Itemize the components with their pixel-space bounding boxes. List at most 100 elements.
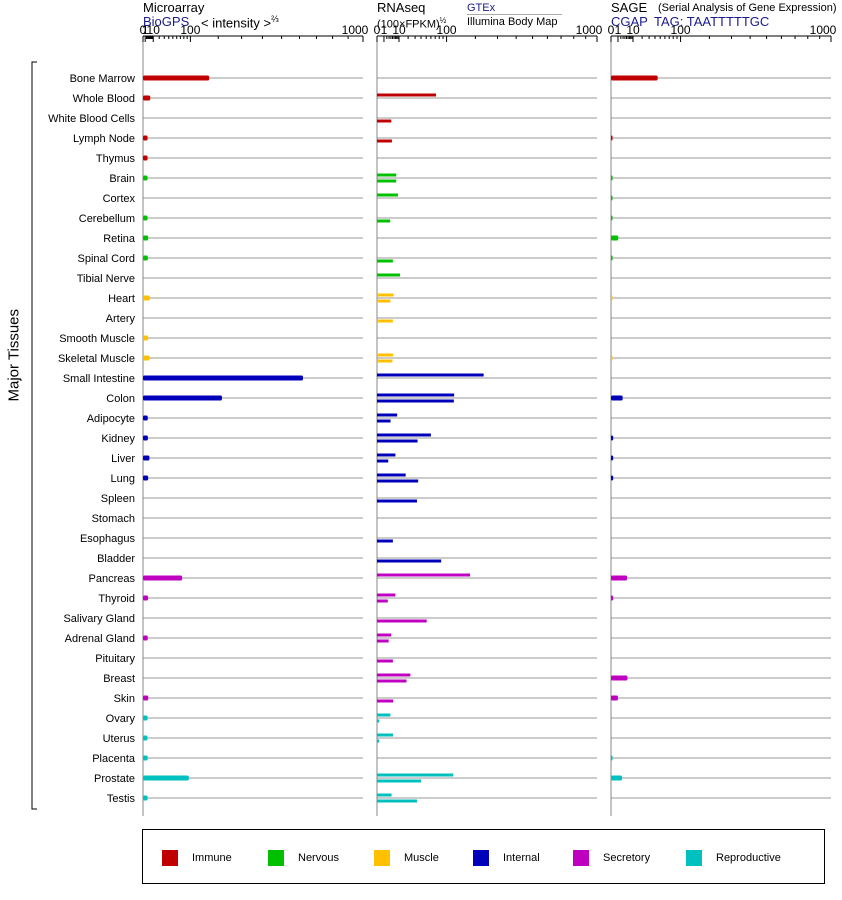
sage-bar-colon [611,395,623,401]
rnaseq-illumina-bar-adrenal-gland [377,639,389,643]
category-label-bladder: Bladder [97,553,135,565]
category-label-brain: Brain [109,173,135,185]
microarray-bar-testis [143,795,148,801]
category-label-artery: Artery [106,313,136,325]
category-label-adrenal-gland: Adrenal Gland [65,633,135,645]
category-label-tibial-nerve: Tibial Nerve [77,273,135,285]
microarray-bar-whole-blood [143,95,151,101]
microarray-bar-ovary [143,715,148,721]
rnaseq-gtex-bar-cortex [377,193,398,197]
microarray-metric-text: < intensity > [201,15,272,31]
rnaseq-gtex-bar-heart [377,293,394,297]
rnaseq-gtex-bar-brain [377,173,397,177]
rnaseq-illumina-bar-testis [377,799,417,803]
sage-tick-label-100: 100 [671,23,691,37]
microarray-bar-smooth-muscle [143,335,149,341]
rnaseq-metric-text: (100×FPKM) [377,18,440,31]
rnaseq-illumina-bar-pituitary [377,659,393,663]
microarray-bar-liver [143,455,150,461]
legend-item-secretory: Secretory [573,849,650,866]
rnaseq-gtex-bar-testis [377,793,392,797]
rnaseq-gtex-bar-small-intestine [377,373,484,377]
category-label-whole-blood: Whole Blood [73,93,135,105]
legend-item-internal: Internal [473,849,540,866]
category-label-placenta: Placenta [92,753,136,765]
category-label-cortex: Cortex [103,193,136,205]
rnaseq-tick-label-1: 1 [381,23,388,37]
rnaseq-illumina-bar-skeletal-muscle [377,359,393,363]
category-label-lymph-node: Lymph Node [73,133,135,145]
category-label-smooth-muscle: Smooth Muscle [59,333,135,345]
microarray-tick-label-1000: 1000 [342,23,369,37]
sage-bar-skeletal-muscle [611,355,613,361]
category-label-cerebellum: Cerebellum [79,213,135,225]
sage-bar-bone-marrow [611,75,658,81]
rnaseq-illumina-bar-colon [377,399,454,403]
rnaseq-gtex-bar-pancreas [377,573,471,577]
rnaseq-gtex-bar-adrenal-gland [377,633,392,637]
category-label-retina: Retina [103,233,136,245]
rnaseq-tick-label-0: 0 [374,23,381,37]
category-label-ovary: Ovary [106,713,136,725]
microarray-bar-cerebellum [143,215,148,221]
rnaseq-gtex-bar-adipocyte [377,413,398,417]
category-label-heart: Heart [108,293,135,305]
rnaseq-gtex-bar-kidney [377,433,431,437]
microarray-bar-lung [143,475,149,481]
sage-bar-pancreas [611,575,628,581]
microarray-exponent: ⅔ [271,14,279,24]
microarray-bar-placenta [143,755,148,761]
sage-bar-spinal-cord [611,255,613,261]
microarray-bar-small-intestine [143,375,303,381]
category-label-pituitary: Pituitary [95,653,135,665]
category-label-spleen: Spleen [101,493,135,505]
category-label-prostate: Prostate [94,773,135,785]
rnaseq-source-divider [467,14,562,15]
rnaseq-illumina-bar-lymph-node [377,139,392,143]
y-axis-title: Major Tissues [5,308,23,402]
microarray-bar-skin [143,695,149,701]
category-label-liver: Liver [111,453,135,465]
category-label-thyroid: Thyroid [98,593,135,605]
category-label-salivary-gland: Salivary Gland [63,613,135,625]
sage-bar-placenta [611,755,613,761]
sage-bar-heart [611,295,613,301]
microarray-metric: < intensity >⅔ [201,14,279,30]
legend-item-muscle: Muscle [374,849,439,866]
microarray-tick-label-100: 100 [180,23,200,37]
rnaseq-illumina-bar-esophagus [377,539,393,543]
rnaseq-source-illumina: Illumina Body Map [467,16,558,28]
legend-item-nervous: Nervous [268,849,339,866]
microarray-bar-skeletal-muscle [143,355,150,361]
rnaseq-gtex-bar-thyroid [377,593,396,597]
rnaseq-illumina-bar-skin [377,699,394,703]
rnaseq-illumina-bar-bladder [377,559,442,563]
category-label-kidney: Kidney [101,433,135,445]
legend-label-secretory: Secretory [603,851,651,864]
category-label-breast: Breast [103,673,135,685]
sage-tick-label-10: 10 [626,23,640,37]
rnaseq-gtex-bar-tibial-nerve [377,273,401,277]
rnaseq-illumina-bar-ovary [377,719,380,723]
rnaseq-metric: (100×FPKM)½ [377,16,446,31]
sage-source: CGAP [611,14,648,29]
sage-subtitle: (Serial Analysis of Gene Expression) [658,2,837,14]
microarray-tick-label-1: 1 [142,23,149,37]
legend-item-immune: Immune [162,849,232,866]
rnaseq-exponent: ½ [439,16,447,25]
legend: Immune Nervous Muscle Internal Secretory… [142,829,825,884]
legend-swatch-nervous [268,849,284,866]
rnaseq-gtex-bar-ovary [377,713,391,717]
sage-bar-thyroid [611,595,614,601]
legend-swatch-muscle [374,849,390,866]
category-label-skeletal-muscle: Skeletal Muscle [58,353,135,365]
legend-swatch-internal [473,849,489,866]
microarray-tick-label-0: 0 [140,23,147,37]
sage-tag: TAG: TAATTTTTGC [654,14,770,29]
category-label-uterus: Uterus [103,733,136,745]
rnaseq-illumina-bar-adipocyte [377,419,391,423]
sage-bar-liver [611,455,614,461]
rnaseq-illumina-bar-salivary-gland [377,619,427,623]
category-label-adipocyte: Adipocyte [87,413,135,425]
microarray-bar-adrenal-gland [143,635,148,641]
